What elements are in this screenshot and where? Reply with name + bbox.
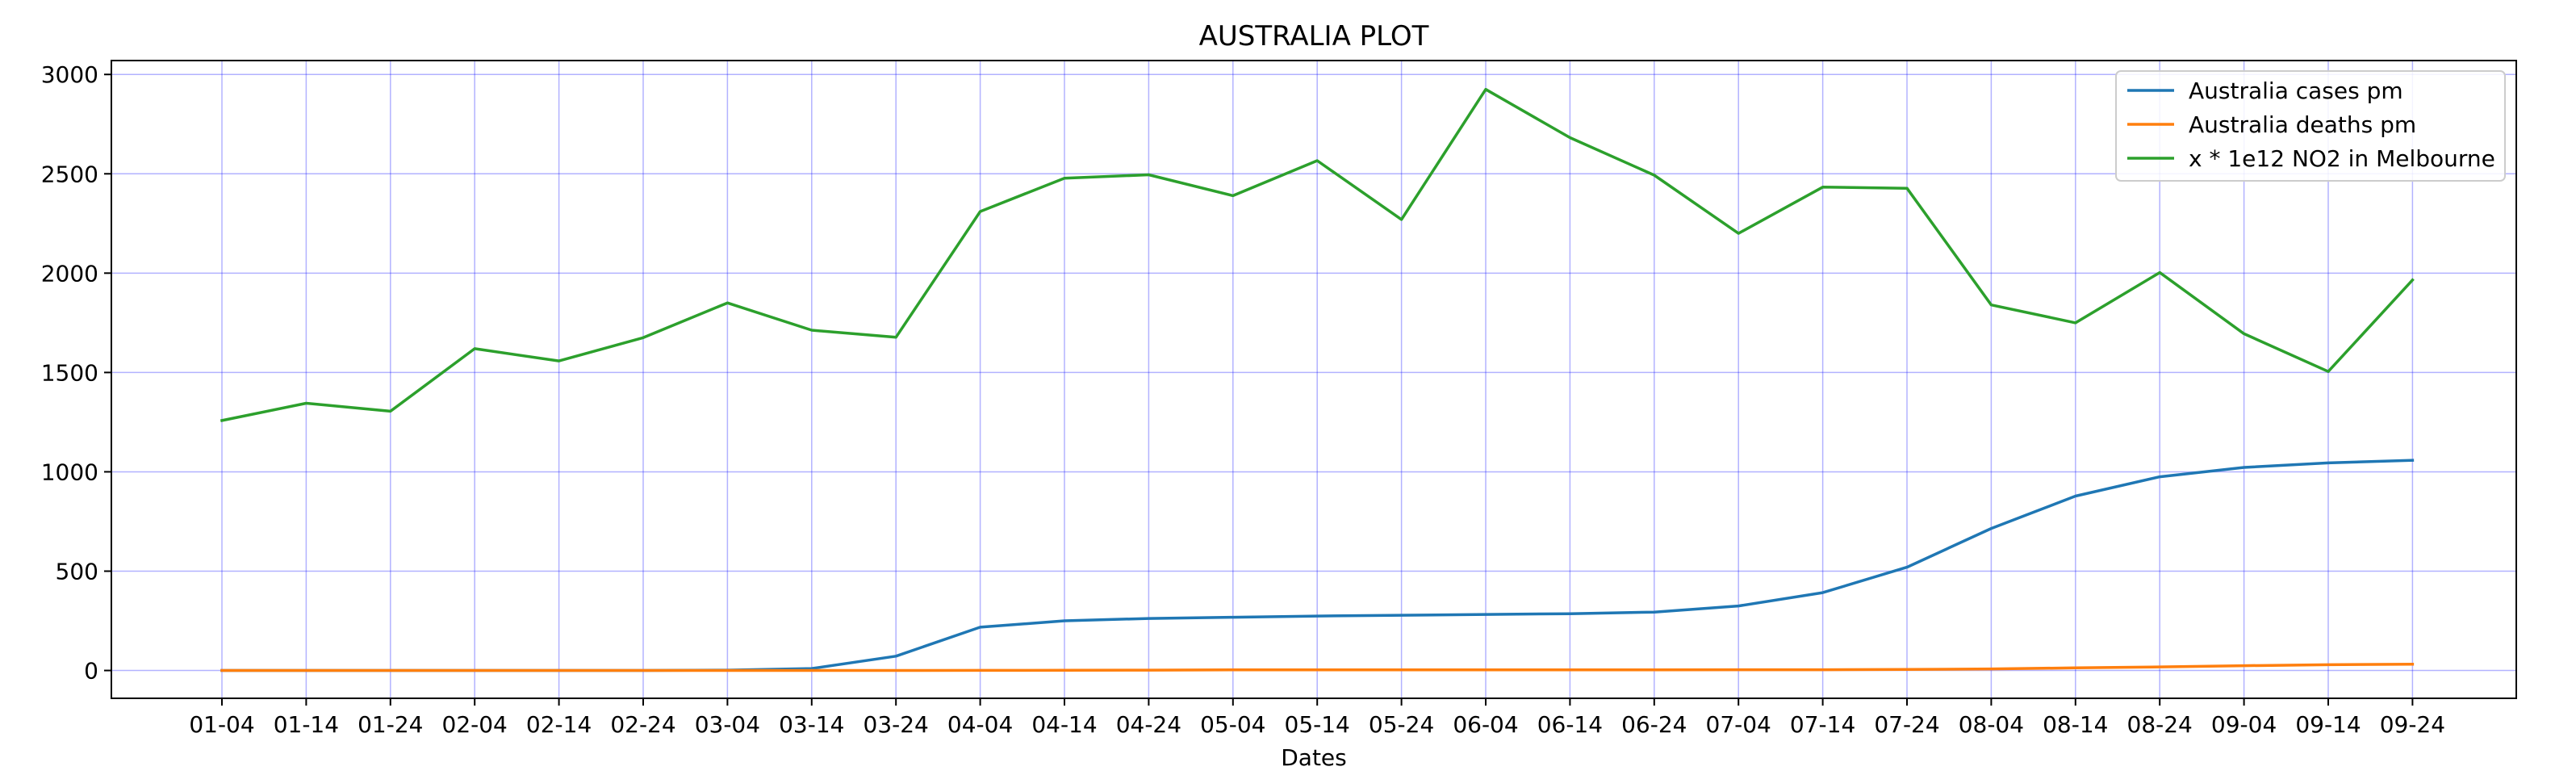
y-tick-label: 2000 (41, 260, 98, 287)
x-tick-label: 09-14 (2295, 711, 2361, 738)
x-tick-label: 06-04 (1453, 711, 1518, 738)
x-tick-label: 08-24 (2127, 711, 2193, 738)
series-lines (220, 87, 2415, 672)
x-tick-label: 04-24 (1116, 711, 1181, 738)
x-tick-label: 09-04 (2211, 711, 2277, 738)
x-tick-label: 02-24 (610, 711, 675, 738)
x-tick-label: 05-04 (1200, 711, 1265, 738)
legend: Australia cases pm Australia deaths pm x *… (2115, 70, 2506, 182)
x-tick-label: 01-24 (358, 711, 423, 738)
x-tick-label: 03-04 (695, 711, 760, 738)
x-tick-label: 03-24 (864, 711, 929, 738)
x-tick-label: 06-24 (1621, 711, 1687, 738)
x-tick-label: 04-14 (1031, 711, 1097, 738)
x-tick-label: 07-24 (1874, 711, 1939, 738)
x-tick-label: 04-04 (947, 711, 1013, 738)
legend-label: Australia cases pm (2189, 78, 2403, 104)
y-tick-label: 0 (84, 658, 98, 685)
x-tick-label: 06-14 (1537, 711, 1603, 738)
x-tick-label: 07-14 (1790, 711, 1855, 738)
legend-box (2115, 70, 2506, 182)
x-tick-label: 02-04 (442, 711, 508, 738)
x-tick-label: 08-14 (2043, 711, 2108, 738)
y-tick-label: 3000 (41, 61, 98, 88)
x-tick-label: 03-14 (779, 711, 844, 738)
x-tick-label: 07-04 (1706, 711, 1771, 738)
chart-title: AUSTRALIA PLOT (1199, 20, 1429, 52)
series-line (220, 87, 2415, 422)
plot-frame (111, 60, 2517, 699)
legend-label: x * 1e12 NO2 in Melbourne (2189, 145, 2495, 172)
y-tick-label: 1000 (41, 459, 98, 485)
x-tick-label: 08-04 (1959, 711, 2024, 738)
x-tick-label: 05-14 (1285, 711, 1350, 738)
x-tick-label: 09-24 (2380, 711, 2445, 738)
legend-label: Australia deaths pm (2189, 111, 2416, 138)
x-tick-label: 01-04 (189, 711, 254, 738)
x-tick-label: 05-24 (1369, 711, 1434, 738)
axis-ticks: 01-04 01-14 01-24 02-04 02-14 02-24 03-04 03-14… (41, 61, 2445, 738)
x-tick-label: 01-14 (274, 711, 339, 738)
series-line (220, 662, 2415, 672)
y-tick-label: 500 (56, 558, 98, 584)
y-tick-label: 2500 (41, 161, 98, 187)
x-tick-label: 02-14 (526, 711, 592, 738)
x-axis-label: Dates (1281, 744, 1347, 771)
y-tick-label: 1500 (41, 359, 98, 386)
